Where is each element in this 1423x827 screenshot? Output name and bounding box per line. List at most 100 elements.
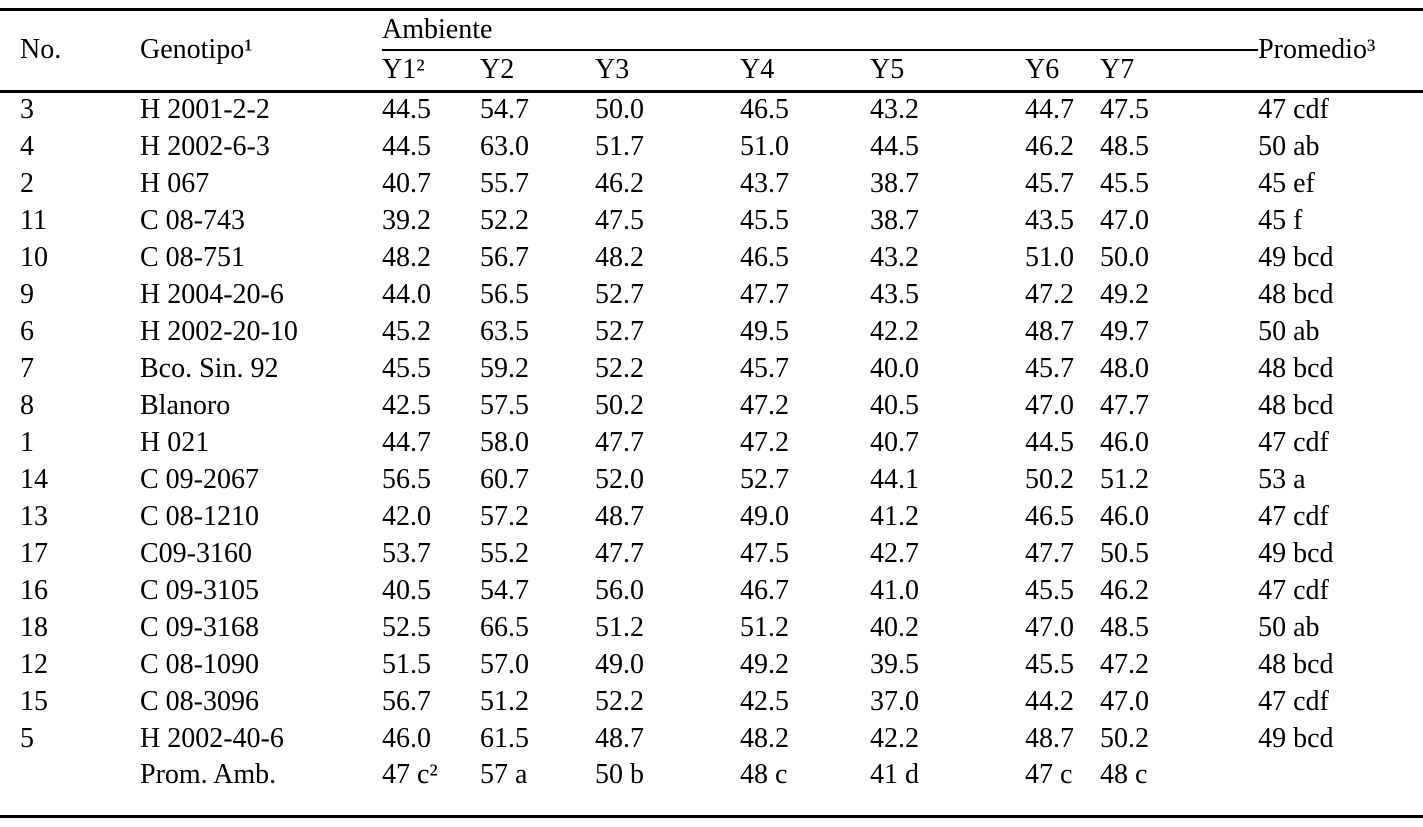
cell-no: 15 (20, 685, 48, 717)
cell-y7: 49.2 (1100, 278, 1149, 310)
cell-no: 10 (20, 241, 48, 273)
cell-promedio: 45 ef (1258, 167, 1315, 199)
cell-y5: 38.7 (870, 204, 919, 236)
cell-y4: 46.5 (740, 241, 789, 273)
cell-y2: 63.5 (480, 315, 529, 347)
cell-no: 16 (20, 574, 48, 606)
cell-y7: 50.0 (1100, 241, 1149, 273)
cell-y7: 45.5 (1100, 167, 1149, 199)
cell-no: 1 (20, 426, 34, 458)
cell-y1: 44.5 (382, 94, 431, 126)
cell-y4: 51.2 (740, 611, 789, 643)
cell-no: 7 (20, 352, 34, 384)
cell-promedio: 49 bcd (1258, 722, 1334, 754)
cell-y6: 47 c (1025, 759, 1073, 790)
cell-y1: 45.2 (382, 315, 431, 347)
col-header-y3: Y3 (595, 50, 740, 93)
cell-y7: 50.5 (1100, 537, 1149, 569)
cell-no: 12 (20, 648, 48, 680)
cell-y5: 43.5 (870, 278, 919, 310)
cell-y6: 45.5 (1025, 574, 1074, 606)
cell-y3: 47.7 (595, 537, 644, 569)
cell-y6: 50.2 (1025, 463, 1074, 495)
cell-y4: 47.2 (740, 389, 789, 421)
cell-genotipo: C 08-1210 (140, 500, 259, 532)
cell-y6: 43.5 (1025, 204, 1074, 236)
col-header-y2: Y2 (480, 50, 595, 93)
table-row: 9 H 2004-20-6 44.0 56.5 52.7 47.7 43.5 47.2 49.2… (0, 276, 1423, 313)
cell-y5: 42.7 (870, 537, 919, 569)
table-row: 17 C09-3160 53.7 55.2 47.7 47.5 42.7 47.7 50.5 49… (0, 535, 1423, 572)
col-header-y1: Y1² (382, 50, 480, 93)
cell-genotipo: Blanoro (140, 389, 231, 421)
cell-y4: 47.7 (740, 278, 789, 310)
cell-y7: 47.5 (1100, 94, 1149, 126)
cell-y5: 39.5 (870, 648, 919, 680)
cell-y3: 52.7 (595, 278, 644, 310)
cell-y2: 56.7 (480, 241, 529, 273)
cell-y4: 49.5 (740, 315, 789, 347)
cell-y6: 45.7 (1025, 352, 1074, 384)
cell-y5: 41 d (870, 759, 919, 790)
cell-y2: 55.2 (480, 537, 529, 569)
cell-y3: 46.2 (595, 167, 644, 199)
cell-y3: 52.2 (595, 685, 644, 717)
cell-y1: 47 c² (382, 759, 438, 790)
cell-y6: 47.0 (1025, 611, 1074, 643)
cell-y2: 60.7 (480, 463, 529, 495)
cell-promedio: 47 cdf (1258, 426, 1329, 458)
cell-promedio: 48 bcd (1258, 648, 1334, 680)
cell-promedio: 47 cdf (1258, 94, 1329, 126)
cell-promedio (1258, 757, 1423, 815)
cell-y6: 46.5 (1025, 500, 1074, 532)
cell-y6: 44.2 (1025, 685, 1074, 717)
cell-genotipo: H 2002-6-3 (140, 130, 270, 162)
cell-y7: 47.0 (1100, 685, 1149, 717)
cell-no: 2 (20, 167, 34, 199)
cell-y3: 48.2 (595, 241, 644, 273)
table-row: 14 C 09-2067 56.5 60.7 52.0 52.7 44.1 50.2 51.2 5… (0, 461, 1423, 498)
cell-y2: 57 a (480, 759, 528, 790)
cell-y3: 51.7 (595, 130, 644, 162)
cell-y3: 52.0 (595, 463, 644, 495)
cell-y4: 43.7 (740, 167, 789, 199)
cell-no: 11 (20, 204, 47, 236)
table-row: 18 C 09-3168 52.5 66.5 51.2 51.2 40.2 47.0 48.5 5… (0, 609, 1423, 646)
cell-promedio: 47 cdf (1258, 574, 1329, 606)
cell-y3: 50.2 (595, 389, 644, 421)
cell-y7: 48.0 (1100, 352, 1149, 384)
cell-y1: 52.5 (382, 611, 431, 643)
cell-genotipo: H 2002-20-10 (140, 315, 298, 347)
cell-no: 14 (20, 463, 48, 495)
cell-y7: 48.5 (1100, 611, 1149, 643)
cell-genotipo: C 09-3168 (140, 611, 259, 643)
cell-y1: 48.2 (382, 241, 431, 273)
cell-y6: 47.7 (1025, 537, 1074, 569)
cell-y3: 56.0 (595, 574, 644, 606)
cell-y5: 43.2 (870, 94, 919, 126)
cell-promedio: 50 ab (1258, 611, 1320, 643)
cell-promedio: 47 cdf (1258, 685, 1329, 717)
cell-y1: 40.5 (382, 574, 431, 606)
cell-y5: 37.0 (870, 685, 919, 717)
table-row: 16 C 09-3105 40.5 54.7 56.0 46.7 41.0 45.5 46.2 4… (0, 572, 1423, 609)
cell-y1: 42.5 (382, 389, 431, 421)
cell-y6: 47.0 (1025, 389, 1074, 421)
cell-y1: 53.7 (382, 537, 431, 569)
table-rule-frame: No. Genotipo¹ Ambiente Promedio³ Y1² Y2 Y3… (0, 8, 1423, 818)
cell-y3: 47.7 (595, 426, 644, 458)
cell-y5: 40.2 (870, 611, 919, 643)
cell-promedio: 50 ab (1258, 130, 1320, 162)
cell-y4: 45.7 (740, 352, 789, 384)
cell-y2: 57.0 (480, 648, 529, 680)
cell-genotipo: H 2004-20-6 (140, 278, 284, 310)
cell-no: 13 (20, 500, 48, 532)
cell-y6: 47.2 (1025, 278, 1074, 310)
cell-y3: 48.7 (595, 722, 644, 754)
cell-y6: 48.7 (1025, 315, 1074, 347)
table-row: 6 H 2002-20-10 45.2 63.5 52.7 49.5 42.2 48.7 49.… (0, 313, 1423, 350)
col-header-genotipo: Genotipo¹ (140, 11, 382, 93)
cell-y2: 58.0 (480, 426, 529, 458)
cell-y1: 40.7 (382, 167, 431, 199)
cell-y7: 46.2 (1100, 574, 1149, 606)
